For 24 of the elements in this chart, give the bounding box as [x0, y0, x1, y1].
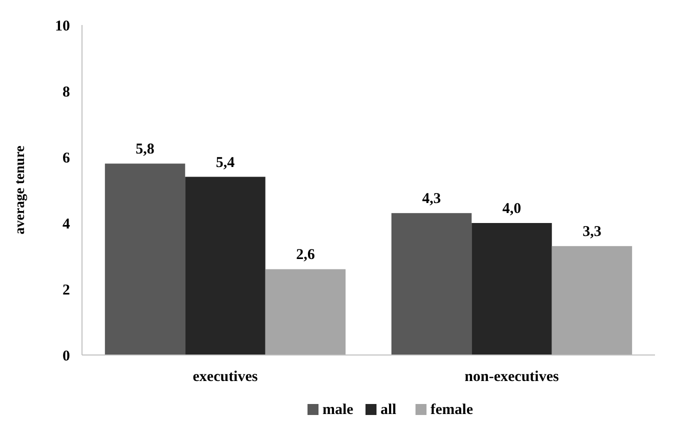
x-tick-label: non-executives — [464, 369, 559, 385]
data-label: 4,3 — [422, 191, 441, 208]
legend-label: male — [322, 402, 354, 418]
data-label: 5,8 — [136, 142, 154, 158]
y-tick-label: 0 — [62, 348, 70, 364]
y-tick-label: 2 — [62, 282, 70, 298]
bar — [552, 246, 632, 355]
bar — [185, 176, 266, 355]
y-tick-label: 6 — [62, 150, 70, 166]
x-tick-label: executives — [192, 369, 258, 385]
bar — [472, 223, 552, 355]
data-label: 4,0 — [502, 201, 522, 217]
data-label: 2,6 — [296, 247, 316, 264]
legend-label: female — [430, 402, 474, 418]
bar — [265, 269, 346, 355]
bar — [391, 213, 472, 355]
legend-label: all — [380, 402, 396, 418]
data-label: 5,4 — [216, 154, 236, 171]
y-tick-label: 4 — [62, 216, 70, 232]
y-axis-title: average tenure — [13, 146, 28, 234]
data-label: 3,3 — [582, 224, 602, 240]
y-tick-label: 10 — [55, 18, 70, 34]
bar — [104, 164, 186, 355]
y-tick-label: 8 — [62, 84, 70, 100]
